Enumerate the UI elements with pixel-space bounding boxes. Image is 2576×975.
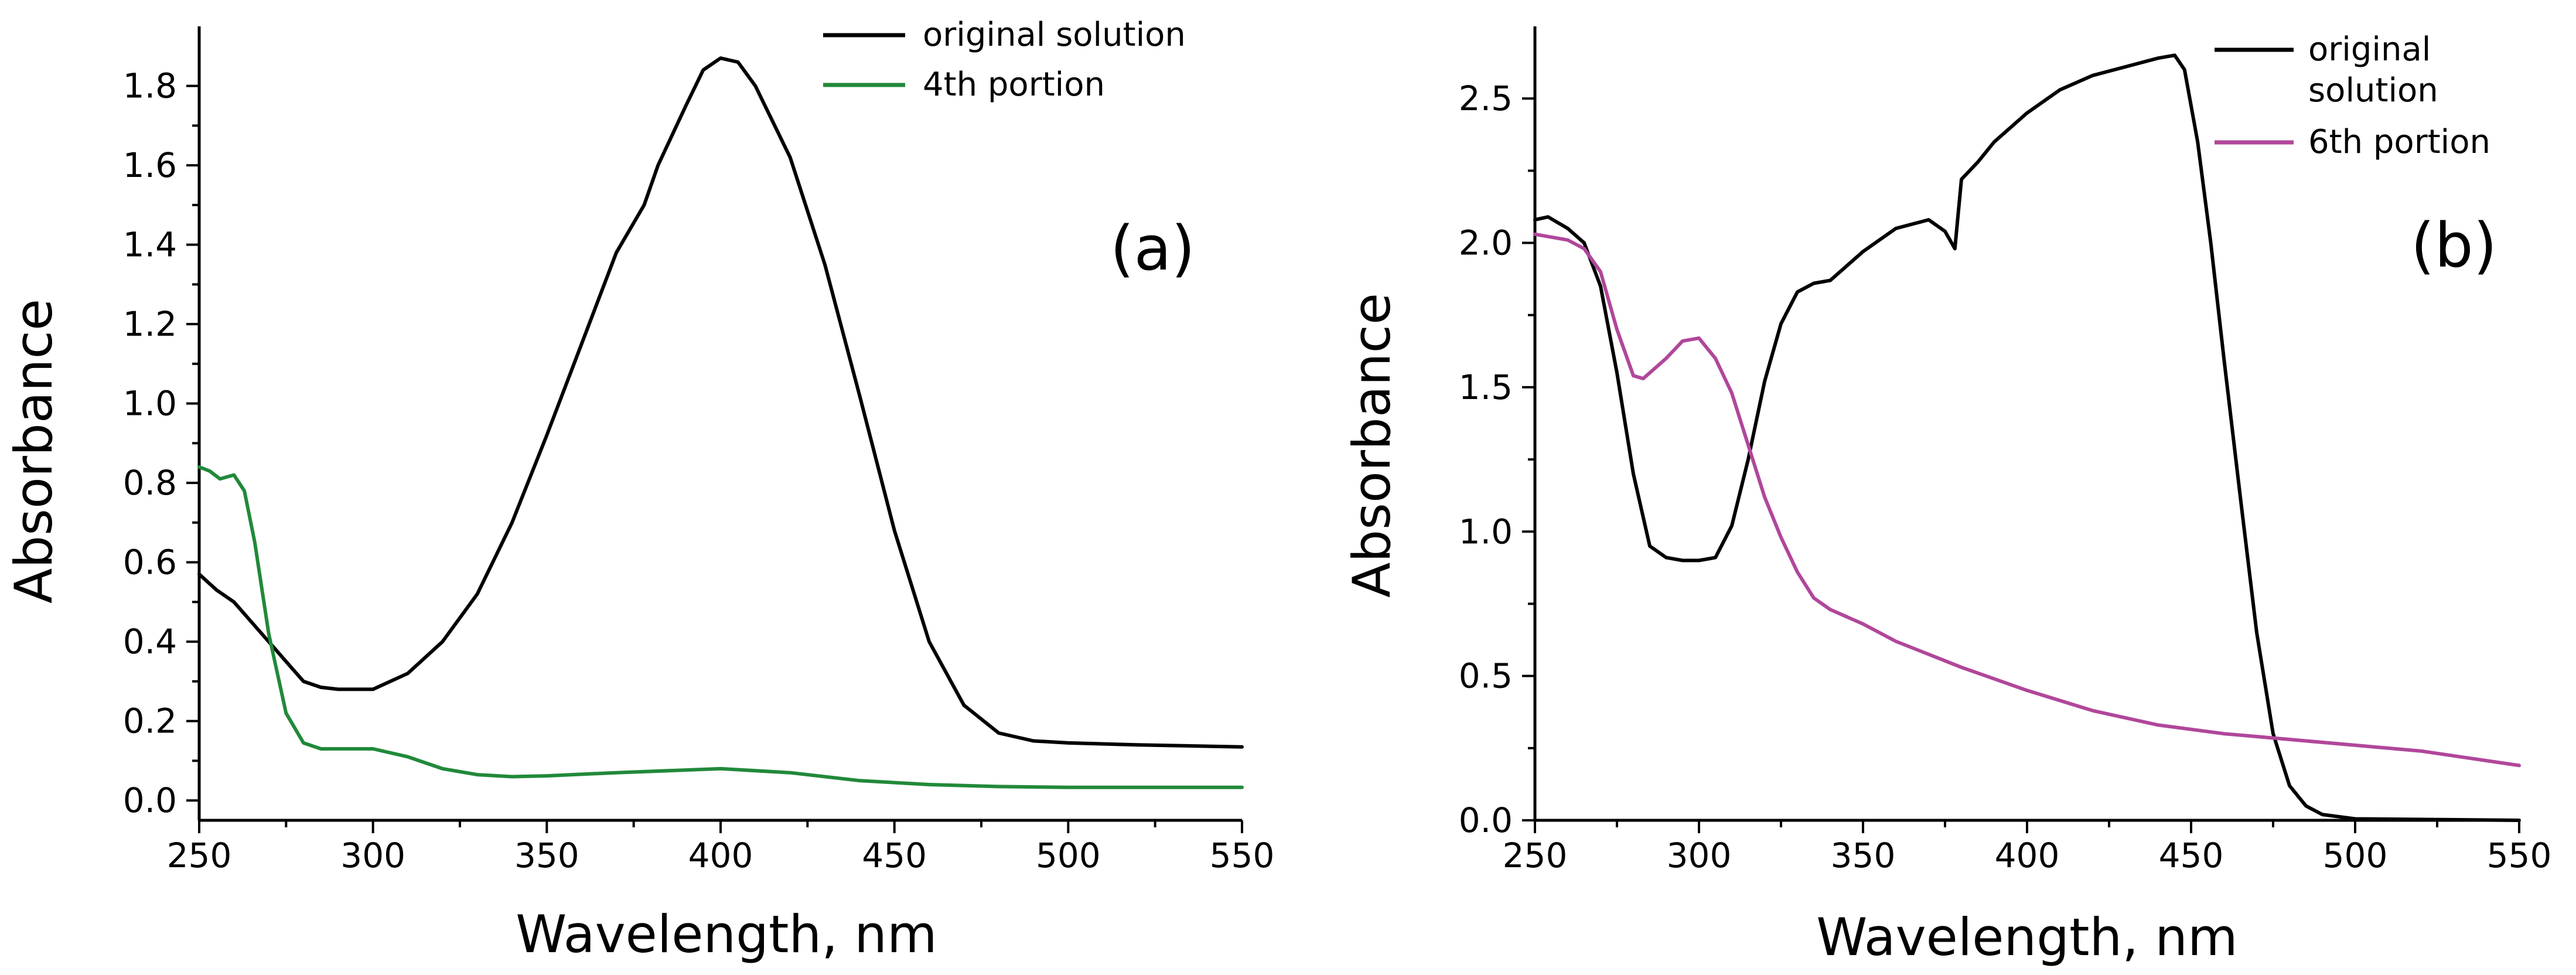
x-tick-label-b: 400 xyxy=(1995,836,2060,875)
y-axis-title-a: Absorbance xyxy=(4,299,64,604)
y-tick-label-b: 2.0 xyxy=(1459,223,1513,263)
y-tick-label-a: 0.8 xyxy=(123,463,177,503)
x-tick-label-a: 300 xyxy=(340,836,405,875)
y-tick-label-b: 2.5 xyxy=(1459,79,1513,118)
y-tick-label-a: 1.6 xyxy=(123,145,177,185)
y-axis-title-b: Absorbance xyxy=(1342,293,1402,598)
x-tick-label-b: 250 xyxy=(1503,836,1568,875)
y-tick-label-b: 1.5 xyxy=(1459,367,1513,407)
x-tick-label-b: 350 xyxy=(1831,836,1896,875)
y-tick-label-b: 0.0 xyxy=(1459,800,1513,840)
x-axis-title-a: Wavelength, nm xyxy=(516,904,937,964)
x-tick-label-b: 550 xyxy=(2487,836,2552,875)
x-tick-label-a: 400 xyxy=(688,836,753,875)
legend-label-b-1: solution xyxy=(2308,71,2438,110)
x-tick-label-a: 550 xyxy=(1210,836,1275,875)
legend-label-b-1: original xyxy=(2308,30,2431,69)
x-tick-label-b: 500 xyxy=(2323,836,2388,875)
panel-a: Absorbance Wavelength, nm (a) 250 300 350 4… xyxy=(4,16,1274,964)
y-tick-label-a: 1.8 xyxy=(123,66,177,106)
y-tick-label-a: 0.4 xyxy=(123,622,177,662)
y-tick-label-a: 0.0 xyxy=(123,780,177,820)
x-tick-label-a: 500 xyxy=(1036,836,1101,875)
x-axis-title-b: Wavelength, nm xyxy=(1816,907,2237,967)
y-tick-label-b: 0.5 xyxy=(1459,656,1513,696)
y-tick-label-a: 1.0 xyxy=(123,384,177,424)
panel-b: Absorbance Wavelength, nm (b) 250 300 350 4… xyxy=(1342,26,2551,967)
panel-label-a: (a) xyxy=(1110,213,1195,284)
legend-label-a-2: 4th portion xyxy=(923,66,1105,104)
y-tick-label-a: 1.2 xyxy=(123,304,177,344)
x-tick-label-a: 450 xyxy=(862,836,927,875)
series-line-a-2 xyxy=(197,465,1244,789)
legend-label-b-2: 6th portion xyxy=(2308,123,2490,161)
panel-label-b: (b) xyxy=(2411,210,2497,281)
x-tick-label-b: 450 xyxy=(2159,836,2224,875)
x-tick-label-a: 250 xyxy=(167,836,232,875)
y-tick-label-b: 1.0 xyxy=(1459,512,1513,551)
y-tick-label-a: 1.4 xyxy=(123,225,177,265)
y-tick-label-a: 0.6 xyxy=(123,543,177,582)
series-line-a-1 xyxy=(197,56,1244,749)
x-tick-label-a: 350 xyxy=(514,836,579,875)
legend-label-a-1: original solution xyxy=(923,16,1186,54)
series-line-b-1 xyxy=(1533,53,2521,822)
y-tick-label-a: 0.2 xyxy=(123,701,177,741)
series-line-b-2 xyxy=(1533,232,2521,768)
x-tick-label-b: 300 xyxy=(1667,836,1732,875)
